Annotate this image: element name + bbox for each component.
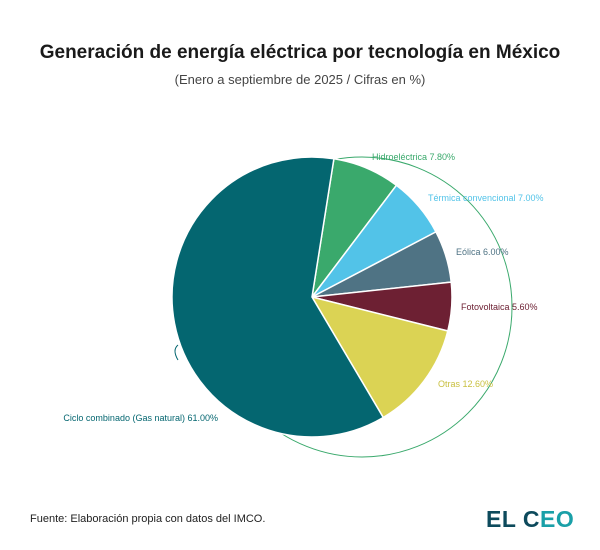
slice-label-1: Térmica convencional 7.00% <box>428 193 544 203</box>
pie-slice-5 <box>171 156 385 438</box>
source-note: Fuente: Elaboración propia con datos del… <box>30 513 266 525</box>
slice-label-4: Otras 12.60% <box>438 379 493 389</box>
chart-title: Generación de energía eléctrica por tecn… <box>39 42 561 63</box>
logo: EL CEO <box>486 506 575 532</box>
slice-label-0: Hidroeléctrica 7.80% <box>372 152 455 162</box>
chart-subtitle: (Enero a septiembre de 2025 / Cifras en … <box>174 72 426 87</box>
slice-label-5: Ciclo combinado (Gas natural) 61.00% <box>63 413 218 423</box>
slice-label-3: Fotovoltaica 5.60% <box>461 302 538 312</box>
pie-slice-4 <box>310 295 449 419</box>
slice-label-2: Eólica 6.00% <box>456 247 509 257</box>
